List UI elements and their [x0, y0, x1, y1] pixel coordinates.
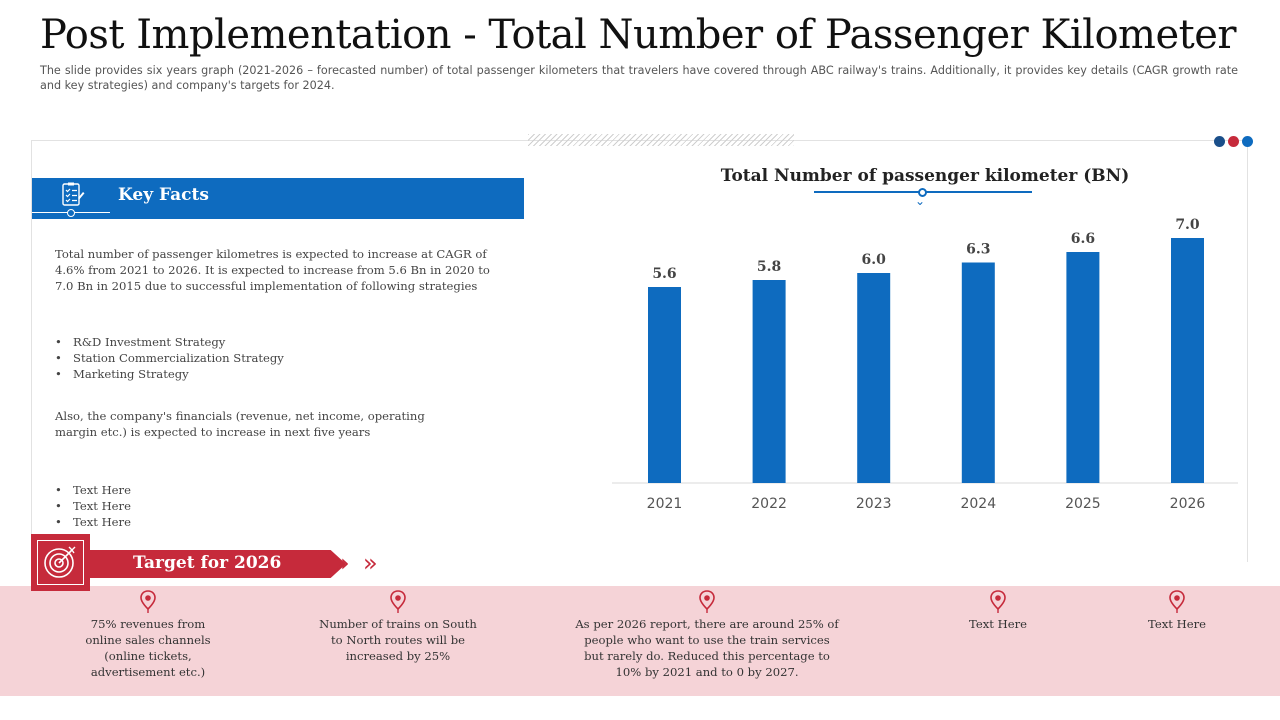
target-icon: [44, 546, 76, 578]
target-item-text: Text Here: [1148, 617, 1206, 631]
target-item-5: Text Here: [1127, 590, 1227, 632]
double-chevron-right-icon: »: [363, 549, 378, 577]
target-item-text: As per 2026 report, there are around 25%…: [575, 617, 839, 679]
location-pin-icon: [990, 590, 1006, 613]
extra-bullet-list: Text Here Text Here Text Here: [55, 482, 131, 530]
x-tick-label-2025: 2025: [1065, 496, 1101, 512]
data-label-2026: 7.0: [1175, 217, 1200, 233]
target-item-text: Number of trains on South to North route…: [319, 617, 477, 663]
chevron-down-icon: ⌄: [915, 194, 926, 208]
target-item-1: 75% revenues from online sales channels …: [78, 590, 218, 680]
location-pin-icon: [699, 590, 715, 613]
data-label-2021: 5.6: [652, 266, 676, 282]
chart-title-knob: [918, 188, 927, 197]
target-banner: [90, 550, 346, 578]
target-band: [0, 586, 1280, 696]
page-subtitle: The slide provides six years graph (2021…: [40, 64, 1238, 92]
bar-2024: [961, 262, 995, 483]
data-label-2022: 5.8: [757, 259, 781, 275]
bar-2021: [648, 287, 681, 483]
x-tick-label-2024: 2024: [960, 496, 996, 512]
dot-blue: [1242, 136, 1253, 147]
page-title: Post Implementation - Total Number of Pa…: [40, 12, 1237, 58]
target-item-2: Number of trains on South to North route…: [313, 590, 483, 664]
x-tick-label-2023: 2023: [856, 496, 892, 512]
bar-chart: 5.6 2021 5.8 2022 6.0 2023 6.3 2024 6.6 2025 7.0 20…: [612, 217, 1238, 512]
hatch-decoration: [528, 134, 794, 146]
x-tick-label-2021: 2021: [647, 496, 683, 512]
target-item-text: Text Here: [969, 617, 1027, 631]
target-icon-frame: [37, 540, 84, 585]
x-tick-label-2022: 2022: [751, 496, 787, 512]
strategy-item: Station Commercialization Strategy: [55, 350, 284, 366]
extra-bullet-item: Text Here: [55, 514, 131, 530]
data-label-2024: 6.3: [966, 242, 990, 258]
key-facts-node: [67, 209, 75, 217]
bar-2023: [857, 273, 891, 483]
data-label-2025: 6.6: [1071, 231, 1095, 247]
target-item-text: 75% revenues from online sales channels …: [85, 617, 211, 679]
strategy-item: Marketing Strategy: [55, 366, 284, 382]
bar-2025: [1066, 252, 1100, 483]
dot-red: [1228, 136, 1239, 147]
bar-2026: [1171, 238, 1204, 483]
key-facts-heading: Key Facts: [118, 185, 209, 205]
x-tick-label-2026: 2026: [1170, 496, 1206, 512]
target-item-3: As per 2026 report, there are around 25%…: [573, 590, 841, 680]
location-pin-icon: [140, 590, 156, 613]
double-chevron-right-icon: »: [335, 549, 350, 577]
dot-navy: [1214, 136, 1225, 147]
strategy-item: R&D Investment Strategy: [55, 334, 284, 350]
target-item-4: Text Here: [948, 590, 1048, 632]
key-facts-header-bar: [32, 178, 524, 219]
extra-bullet-item: Text Here: [55, 498, 131, 514]
location-pin-icon: [390, 590, 406, 613]
target-heading: Target for 2026: [133, 553, 282, 573]
key-facts-paragraph-2: Also, the company's financials (revenue,…: [55, 409, 425, 439]
chart-title: Total Number of passenger kilometer (BN): [720, 166, 1130, 186]
bar-2022: [752, 280, 786, 483]
location-pin-icon: [1169, 590, 1185, 613]
strategy-list: R&D Investment Strategy Station Commerci…: [55, 334, 284, 382]
key-facts-paragraph-1: Total number of passenger kilometres is …: [55, 247, 490, 293]
data-label-2023: 6.0: [862, 252, 887, 268]
decor-dots: [1214, 136, 1253, 147]
extra-bullet-item: Text Here: [55, 482, 131, 498]
checklist-icon: [62, 182, 85, 206]
